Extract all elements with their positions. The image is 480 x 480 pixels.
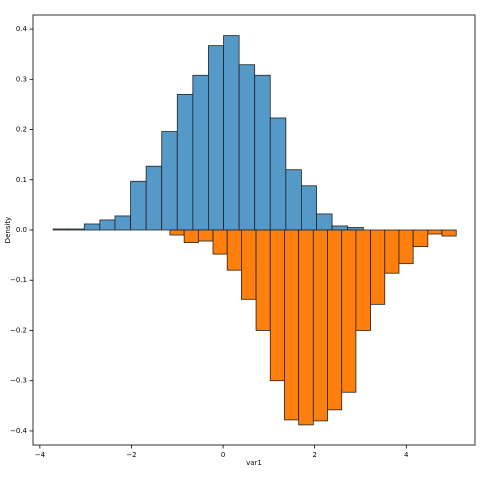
histogram-bar xyxy=(269,229,285,382)
histogram-bar xyxy=(355,229,371,331)
histogram-bar xyxy=(68,228,85,231)
histogram-bar xyxy=(145,165,163,231)
histogram-bar xyxy=(254,74,271,231)
histogram-bar xyxy=(284,229,300,421)
y-tick-label: 0.3 xyxy=(16,75,27,83)
histogram-bar xyxy=(197,229,214,242)
histogram-bar xyxy=(114,215,131,231)
histogram-bar xyxy=(83,223,101,231)
histogram-bar xyxy=(398,229,414,265)
histogram-bar xyxy=(223,35,240,231)
histogram-bar xyxy=(316,213,333,231)
histogram-bar xyxy=(176,93,194,231)
y-tick-label: 0.4 xyxy=(16,25,28,33)
histogram-bar xyxy=(331,225,349,231)
histogram-bar xyxy=(161,131,178,231)
y-tick-label: −0.3 xyxy=(10,377,27,385)
histogram-bar xyxy=(169,229,185,236)
histogram-bar xyxy=(238,64,256,231)
x-tick-label: 2 xyxy=(312,451,316,459)
x-tick-label: 4 xyxy=(404,451,409,459)
x-tick-label: −2 xyxy=(126,451,136,459)
x-tick-label: 0 xyxy=(221,451,225,459)
histogram-bar xyxy=(301,185,317,231)
y-tick-label: −0.4 xyxy=(10,427,28,435)
histogram-bar xyxy=(312,229,328,422)
histogram-bar xyxy=(52,228,70,231)
histogram-bar xyxy=(285,169,302,231)
histogram-bar xyxy=(370,229,386,305)
histogram-bar xyxy=(441,229,457,237)
histogram-bar xyxy=(212,229,228,255)
histogram-bar xyxy=(298,229,314,426)
y-tick-label: 0.0 xyxy=(16,226,27,234)
histogram-bar xyxy=(99,219,116,231)
y-tick-label: −0.1 xyxy=(10,276,27,284)
y-tick-label: −0.2 xyxy=(10,326,27,334)
histogram-bar xyxy=(327,229,343,411)
histogram-bar xyxy=(226,229,242,271)
y-tick-label: 0.2 xyxy=(16,126,27,134)
x-tick-label: −4 xyxy=(35,451,46,459)
histogram-bar xyxy=(130,180,147,231)
histogram-bar xyxy=(183,229,199,243)
histogram-bar xyxy=(384,229,400,274)
histogram-bar xyxy=(412,229,429,247)
y-tick-label: 0.1 xyxy=(16,176,27,184)
histogram-bar xyxy=(241,229,257,300)
histogram-bar xyxy=(341,229,357,393)
histogram-bar xyxy=(208,45,224,231)
x-axis-label: var1 xyxy=(246,459,262,467)
histogram-bar xyxy=(427,229,443,235)
y-axis-label: Density xyxy=(4,217,12,244)
histogram-bar xyxy=(269,117,287,231)
histogram-bar xyxy=(192,74,209,231)
histogram-bar xyxy=(255,229,271,331)
